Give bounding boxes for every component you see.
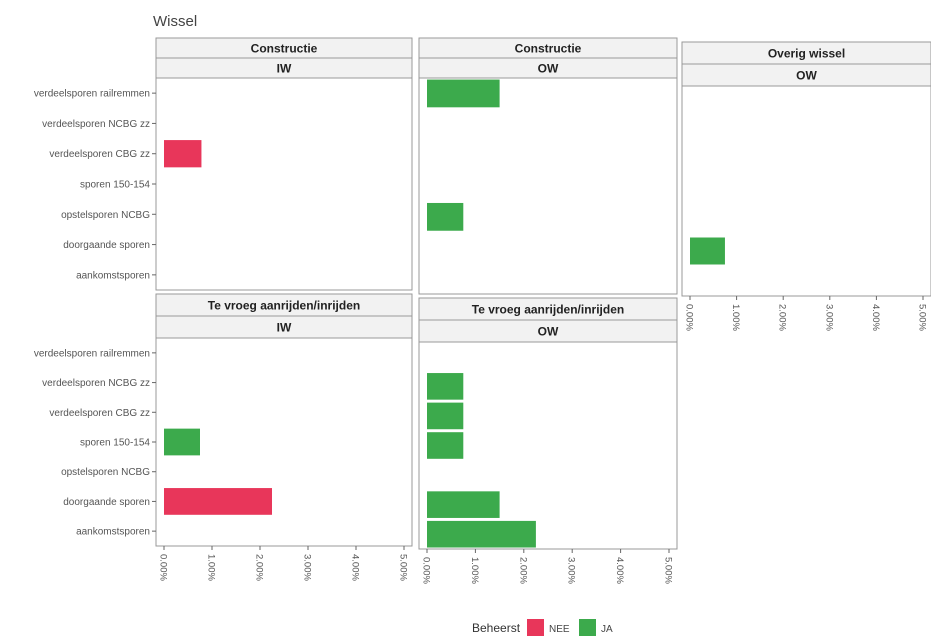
bar bbox=[427, 432, 464, 459]
legend-swatch bbox=[527, 619, 544, 636]
strip-bottom-label: OW bbox=[796, 69, 817, 83]
bar bbox=[164, 488, 272, 515]
legend-swatch bbox=[579, 619, 596, 636]
strip-top-label: Te vroeg aanrijden/inrijden bbox=[208, 299, 360, 313]
y-tick-label: verdeelsporen CBG zz bbox=[49, 408, 150, 419]
x-tick-label: 3.00% bbox=[823, 304, 834, 331]
x-tick-label: 0.00% bbox=[684, 304, 695, 331]
strip-top-label: Constructie bbox=[515, 42, 582, 56]
bar bbox=[427, 373, 464, 400]
strip-bottom-label: OW bbox=[538, 62, 559, 76]
x-tick-label: 4.00% bbox=[350, 554, 361, 581]
plot-area: Constructie IW verdeelsporen railremmen ver… bbox=[34, 37, 931, 584]
bar bbox=[164, 140, 202, 168]
x-tick-label: 4.00% bbox=[614, 557, 625, 584]
x-tick-label: 0.00% bbox=[421, 557, 432, 584]
strip-bottom-label: IW bbox=[277, 62, 292, 76]
bar bbox=[690, 237, 725, 265]
x-tick-label: 1.00% bbox=[469, 557, 480, 584]
y-tick-label: sporen 150-154 bbox=[80, 438, 150, 449]
strip-bottom-label: OW bbox=[538, 325, 559, 339]
bar bbox=[427, 402, 464, 430]
x-tick-label: 2.00% bbox=[517, 557, 528, 584]
y-tick-label: aankomstsporen bbox=[76, 270, 150, 281]
bar bbox=[164, 428, 200, 456]
x-tick-label: 5.00% bbox=[398, 554, 409, 581]
y-tick-label: doorgaande sporen bbox=[63, 240, 150, 251]
panel-box bbox=[155, 77, 413, 291]
x-tick-label: 1.00% bbox=[206, 554, 217, 581]
y-tick-label: sporen 150-154 bbox=[80, 180, 150, 191]
x-tick-label: 3.00% bbox=[566, 557, 577, 584]
y-tick-label: aankomstsporen bbox=[76, 527, 150, 538]
y-tick-label: doorgaande sporen bbox=[63, 497, 150, 508]
y-tick-label: opstelsporen NCBG bbox=[61, 467, 150, 478]
legend-title: Beheerst bbox=[472, 621, 521, 635]
strip-top-label: Constructie bbox=[251, 42, 318, 56]
legend: Beheerst NEE JA bbox=[472, 619, 613, 636]
x-tick-label: 0.00% bbox=[158, 554, 169, 581]
strip-top-label: Te vroeg aanrijden/inrijden bbox=[472, 303, 624, 317]
y-tick-label: opstelsporen NCBG bbox=[61, 210, 150, 221]
x-tick-label: 1.00% bbox=[730, 304, 741, 331]
x-tick-label: 5.00% bbox=[917, 304, 928, 331]
y-tick-label: verdeelsporen NCBG zz bbox=[42, 378, 150, 389]
x-tick-label: 2.00% bbox=[254, 554, 265, 581]
bar bbox=[427, 79, 500, 108]
x-tick-label: 2.00% bbox=[777, 304, 788, 331]
bar bbox=[427, 202, 464, 231]
y-tick-label: verdeelsporen railremmen bbox=[34, 348, 150, 359]
y-tick-label: verdeelsporen railremmen bbox=[34, 89, 150, 100]
legend-label: JA bbox=[601, 624, 613, 635]
y-tick-label: verdeelsporen CBG zz bbox=[49, 149, 150, 160]
bar bbox=[427, 520, 536, 548]
bar bbox=[427, 491, 500, 518]
x-tick-label: 5.00% bbox=[663, 557, 674, 584]
x-tick-label: 3.00% bbox=[302, 554, 313, 581]
y-tick-label: verdeelsporen NCBG zz bbox=[42, 119, 150, 130]
legend-label: NEE bbox=[549, 624, 570, 635]
panel-box bbox=[418, 77, 678, 295]
x-tick-label: 4.00% bbox=[870, 304, 881, 331]
strip-top-label: Overig wissel bbox=[768, 47, 845, 61]
strip-bottom-label: IW bbox=[277, 321, 292, 335]
chart-title: Wissel bbox=[153, 13, 197, 30]
